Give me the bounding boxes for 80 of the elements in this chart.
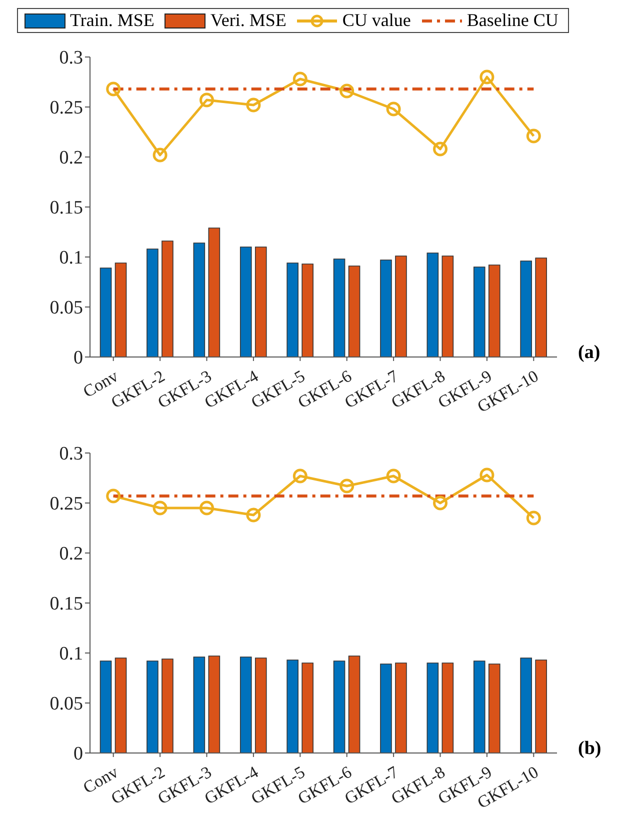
y-tick-label: 0.2 (59, 148, 83, 169)
bar (333, 258, 346, 357)
bar (333, 660, 346, 753)
legend-label: Train. MSE (70, 10, 154, 31)
bar (426, 252, 439, 357)
y-tick-label: 0.2 (59, 544, 83, 565)
bar (395, 662, 407, 753)
bar (286, 660, 298, 753)
bar (442, 662, 454, 753)
bar (100, 268, 112, 357)
point (480, 468, 494, 482)
text: (b) (578, 738, 602, 760)
y-tick-label: 0.25 (50, 494, 83, 515)
bar (348, 656, 360, 753)
point (152, 500, 168, 516)
y-tick-label: 0.25 (50, 98, 83, 119)
bar (208, 228, 220, 357)
y-tick-label: 0 (74, 744, 83, 765)
bar (114, 262, 127, 357)
point (526, 128, 541, 144)
bar (162, 240, 174, 357)
bar (162, 658, 174, 753)
legend-label: CU value (342, 10, 411, 31)
bar (302, 264, 314, 357)
bar (520, 260, 532, 357)
bar (348, 266, 360, 357)
bar (240, 656, 252, 753)
bar (380, 664, 392, 753)
bar (426, 662, 439, 753)
bar (208, 656, 220, 753)
y-tick-label: 0.05 (50, 694, 83, 715)
bar (193, 242, 206, 357)
point (106, 488, 121, 504)
point (200, 92, 214, 108)
point (246, 98, 261, 112)
bar (254, 246, 267, 357)
bar (240, 246, 252, 357)
y-tick-label: 0.3 (59, 444, 83, 465)
bar (488, 664, 500, 753)
legend-label: Veri. MSE (210, 10, 286, 31)
bar (473, 660, 486, 753)
point (526, 510, 541, 526)
bar (535, 258, 547, 357)
bar (286, 262, 298, 357)
bar (146, 660, 158, 753)
legend-label: Baseline CU (466, 10, 558, 31)
bar (395, 256, 407, 357)
point (433, 496, 448, 510)
bar (535, 660, 547, 753)
point (433, 142, 448, 156)
point (246, 508, 261, 522)
point (340, 84, 354, 98)
y-tick-label: 0.15 (50, 594, 83, 615)
bar (488, 264, 500, 357)
y-tick-label: 0.3 (59, 48, 83, 69)
point (386, 468, 401, 484)
y-tick-label: 0.15 (50, 198, 83, 219)
point (340, 478, 354, 494)
bar (254, 658, 267, 753)
bar (114, 658, 127, 753)
y-tick-label: 0.1 (59, 248, 83, 269)
bar (442, 256, 454, 357)
bar (473, 266, 486, 357)
bar (520, 658, 532, 753)
bar (146, 248, 158, 357)
bar (380, 260, 392, 357)
y-tick-label: 0.1 (59, 644, 83, 665)
point (480, 70, 494, 84)
text: (a) (578, 342, 600, 364)
bar (193, 656, 206, 753)
point (106, 82, 121, 96)
bar (302, 662, 314, 753)
y-tick-label: 0 (74, 348, 83, 369)
bar (100, 660, 112, 753)
point (386, 102, 401, 116)
point (200, 500, 214, 516)
point (152, 148, 168, 162)
y-tick-label: 0.05 (50, 298, 83, 319)
point (292, 468, 308, 484)
point (292, 72, 308, 86)
